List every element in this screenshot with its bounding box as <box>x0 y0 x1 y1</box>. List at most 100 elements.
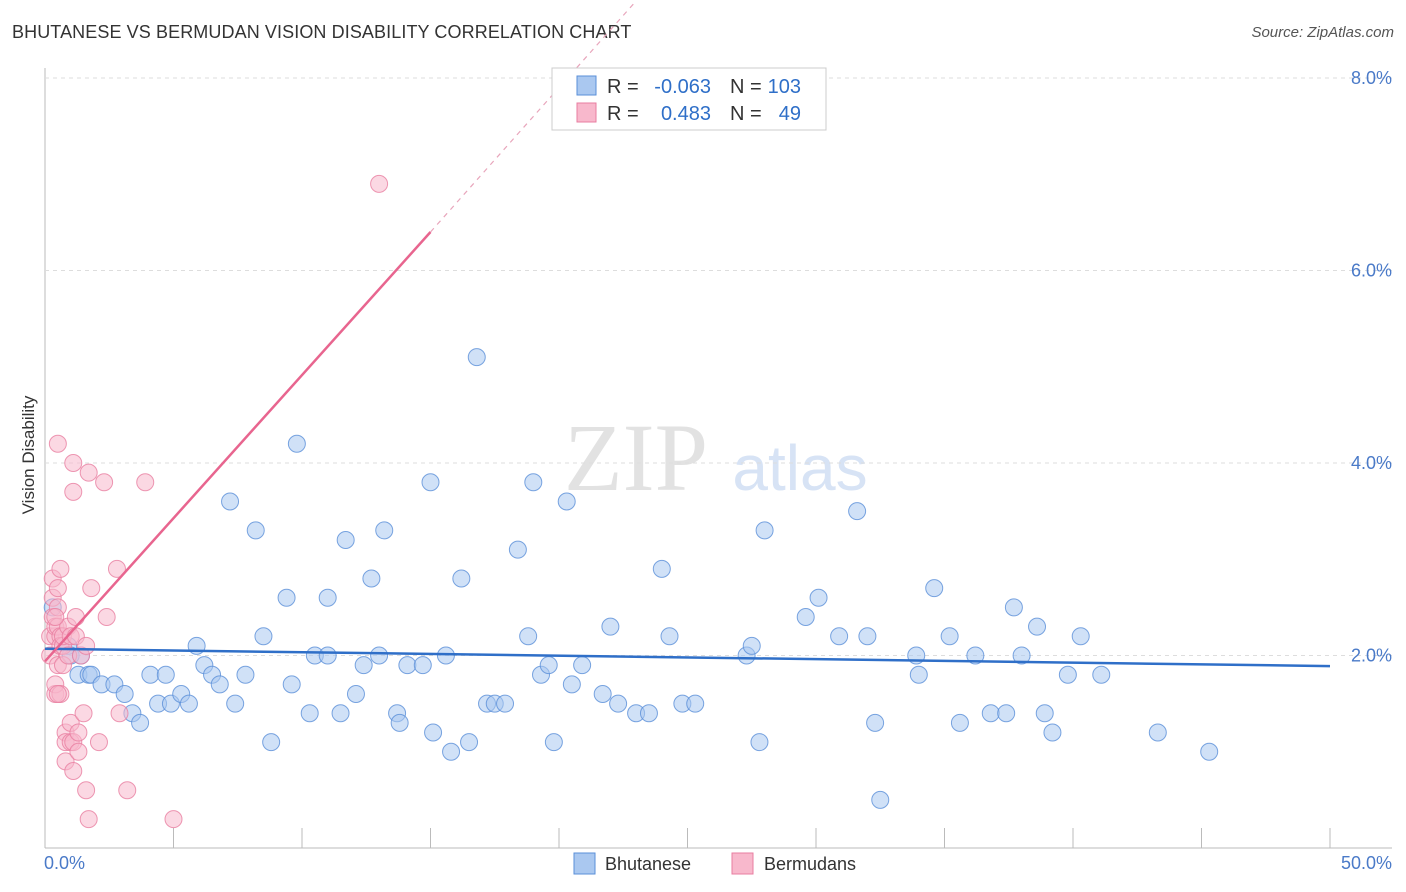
bhutanese-point-29 <box>287 434 306 453</box>
legend-box: R = -0.063 N = 103 R = 0.483 N = 49 <box>551 67 827 131</box>
bhutanese-point-32 <box>318 646 337 665</box>
bhutanese-point-90 <box>981 704 1000 723</box>
bhutanese-point-82 <box>866 713 885 732</box>
bhutanese-point-70 <box>660 627 679 646</box>
bhutanese-point-93 <box>1012 646 1031 665</box>
bottom-legend-swatch-bermudans <box>731 852 754 875</box>
bhutanese-point-60 <box>544 733 563 752</box>
bermudans-point-45 <box>97 608 116 626</box>
bermudans-point-50 <box>370 174 389 193</box>
bhutanese-point-85 <box>909 665 928 684</box>
bhutanese-point-78 <box>809 588 828 607</box>
bhutanese-point-61 <box>557 492 576 511</box>
bhutanese-point-28 <box>282 675 301 694</box>
bhutanese-point-16 <box>179 694 198 713</box>
bhutanese-point-44 <box>413 656 432 675</box>
chart-title: BHUTANESE VS BERMUDAN VISION DISABILITY … <box>12 22 632 42</box>
bhutanese-point-81 <box>858 627 877 646</box>
bermudans-point-33 <box>69 723 88 742</box>
y-tick-label-6: 6.0% <box>1351 261 1392 281</box>
bhutanese-point-38 <box>362 569 381 588</box>
y-tick-label-8: 8.0% <box>1351 68 1392 88</box>
bhutanese-point-88 <box>950 713 969 732</box>
bhutanese-point-69 <box>652 559 671 578</box>
bhutanese-point-11 <box>141 665 160 684</box>
bhutanese-point-96 <box>1043 723 1062 742</box>
bhutanese-point-21 <box>221 492 240 511</box>
bottom-legend-label-bhutanese: Bhutanese <box>605 854 691 874</box>
y-tick-label-2: 2.0% <box>1351 646 1392 666</box>
bhutanese-point-72 <box>686 694 705 713</box>
legend-r-value-1: -0.063 <box>654 76 711 98</box>
bhutanese-point-87 <box>940 627 959 646</box>
bhutanese-point-91 <box>997 704 1016 723</box>
bhutanese-point-66 <box>609 694 628 713</box>
bermudans-point-48 <box>107 559 126 578</box>
legend-n-label-1: N = <box>730 76 762 98</box>
bermudans-point-52 <box>46 608 65 626</box>
bhutanese-point-80 <box>848 502 867 521</box>
bhutanese-point-24 <box>246 521 265 540</box>
bhutanese-point-55 <box>508 540 527 559</box>
bhutanese-point-77 <box>796 608 815 626</box>
bhutanese-point-97 <box>1058 665 1077 684</box>
bhutanese-point-45 <box>421 473 440 492</box>
bermudans-point-40 <box>89 733 108 752</box>
bhutanese-point-22 <box>226 694 245 713</box>
legend-r-value-2: 0.483 <box>661 103 711 125</box>
bhutanese-point-94 <box>1028 617 1047 636</box>
bhutanese-point-63 <box>573 656 592 675</box>
bermudans-point-15 <box>51 559 70 578</box>
bhutanese-point-30 <box>300 704 319 723</box>
bhutanese-point-65 <box>601 617 620 636</box>
bermudans-point-36 <box>77 636 96 655</box>
bhutanese-point-48 <box>442 742 461 761</box>
legend-n-label-2: N = <box>730 103 762 125</box>
source-label: Source: ZipAtlas.com <box>1251 24 1394 41</box>
bhutanese-point-23 <box>236 665 255 684</box>
bermudans-point-28 <box>64 762 83 780</box>
bhutanese-point-47 <box>436 646 455 665</box>
legend-n-value-1: 103 <box>768 76 801 98</box>
bermudans-point-32 <box>69 742 88 761</box>
bhutanese-point-42 <box>390 713 409 732</box>
bhutanese-point-26 <box>262 733 281 752</box>
bhutanese-point-49 <box>452 569 471 588</box>
bhutanese-point-37 <box>354 656 373 675</box>
x-tick-label-min: 0.0% <box>44 853 85 873</box>
bermudans-point-54 <box>64 454 83 472</box>
bhutanese-point-54 <box>496 694 515 713</box>
bhutanese-point-25 <box>254 627 273 646</box>
bhutanese-point-74 <box>742 636 761 655</box>
legend-frame <box>551 67 827 131</box>
bermudans-point-51 <box>164 810 183 829</box>
trend-line-bhutanese <box>44 647 1331 668</box>
bhutanese-point-39 <box>370 646 389 665</box>
bhutanese-point-50 <box>460 733 479 752</box>
bottom-legend-label-bermudans: Bermudans <box>764 854 856 874</box>
bhutanese-point-76 <box>755 521 774 540</box>
trend-lines <box>44 0 1331 668</box>
bhutanese-point-98 <box>1071 627 1090 646</box>
bhutanese-point-79 <box>830 627 849 646</box>
series-bermudans <box>41 174 389 829</box>
bermudans-point-12 <box>48 579 67 598</box>
bermudans-point-35 <box>74 704 93 723</box>
bhutanese-point-10 <box>131 713 150 732</box>
bermudans-point-39 <box>82 579 101 598</box>
bhutanese-point-34 <box>331 704 350 723</box>
bhutanese-point-64 <box>593 685 612 703</box>
bhutanese-point-75 <box>750 733 769 752</box>
bermudans-point-46 <box>110 704 129 723</box>
bhutanese-point-56 <box>519 627 538 646</box>
watermark-zip: ZIP <box>564 404 708 511</box>
gridlines <box>45 77 1392 656</box>
bhutanese-point-46 <box>424 723 443 742</box>
bermudans-point-44 <box>95 473 114 492</box>
bhutanese-point-92 <box>1004 598 1023 617</box>
y-tick-label-4: 4.0% <box>1351 453 1392 473</box>
bottom-legend-swatch-bhutanese <box>573 852 596 875</box>
bhutanese-point-35 <box>336 531 355 549</box>
y-axis-label: Vision Disability <box>19 395 38 514</box>
